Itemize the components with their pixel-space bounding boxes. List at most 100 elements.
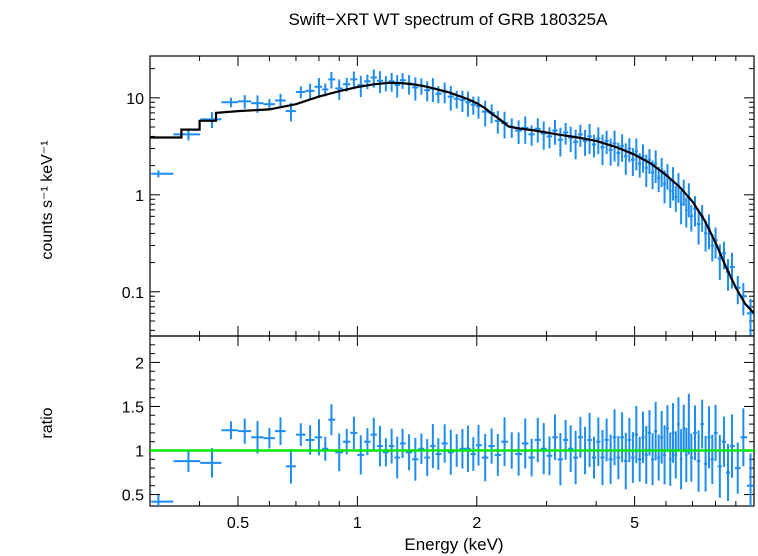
ratio-data-point bbox=[596, 417, 601, 466]
spectrum-ytick-label: 1 bbox=[135, 188, 144, 205]
ratio-data-point bbox=[730, 414, 735, 478]
ratio-ytick-label: 1.5 bbox=[122, 399, 144, 416]
spectrum-data-point bbox=[671, 167, 675, 201]
spectrum-data-point bbox=[399, 73, 406, 89]
ratio-data-point bbox=[671, 403, 675, 463]
spectrum-data-point bbox=[620, 134, 624, 162]
spectrum-data-point bbox=[679, 190, 683, 225]
ratio-data-point bbox=[534, 417, 541, 463]
ratio-data-point bbox=[725, 444, 731, 502]
ratio-data-point bbox=[634, 406, 639, 464]
ratio-data-point bbox=[494, 433, 502, 476]
ratio-data-point bbox=[687, 393, 691, 455]
ratio-data-point bbox=[600, 430, 605, 486]
ratio-data-point bbox=[746, 453, 754, 506]
spectrum-data-point bbox=[657, 166, 661, 193]
spectrum-data-point bbox=[295, 86, 306, 99]
ratio-data-point bbox=[528, 438, 535, 477]
ratio-data-point bbox=[200, 448, 222, 478]
ratio-ytick-label: 2 bbox=[135, 355, 144, 372]
ratio-data-point bbox=[696, 430, 701, 492]
ratio-data-point bbox=[717, 434, 722, 498]
spectrum-data-point bbox=[730, 252, 735, 289]
ratio-data-point bbox=[641, 411, 645, 463]
ratio-data-point bbox=[251, 421, 264, 454]
spectrum-data-point bbox=[687, 183, 691, 218]
ratio-data-point bbox=[657, 434, 661, 481]
ratio-data-point bbox=[470, 437, 476, 471]
ratio-data-point bbox=[418, 433, 425, 464]
ratio-data-point bbox=[435, 438, 442, 470]
ratio-data-point bbox=[573, 430, 579, 485]
ratio-data-point bbox=[274, 417, 286, 445]
x-tick-label: 0.5 bbox=[227, 515, 249, 532]
ratio-data-point bbox=[677, 397, 680, 451]
ratio-data-point bbox=[690, 433, 694, 482]
spectrum-data-point bbox=[591, 134, 597, 158]
ratio-data-point bbox=[682, 404, 686, 453]
spectrum-data-point bbox=[616, 142, 621, 167]
ratio-data-point bbox=[388, 428, 395, 464]
ratio-data-point bbox=[335, 433, 343, 472]
ratio-data-point bbox=[322, 436, 329, 461]
ratio-data-point bbox=[627, 417, 632, 463]
ratio-ytick-label: 1 bbox=[135, 444, 144, 461]
spectrum-data-point bbox=[552, 119, 558, 145]
spectrum-data-point bbox=[693, 196, 697, 227]
spectrum-data-point bbox=[430, 78, 436, 103]
spectrum-data-point bbox=[573, 129, 579, 160]
spectrum-data-point bbox=[563, 122, 569, 145]
ratio-data-point bbox=[638, 436, 642, 482]
spectrum-data-point bbox=[274, 93, 286, 109]
ratio-data-point bbox=[668, 432, 672, 486]
ratio-data-point bbox=[647, 410, 652, 456]
ratio-data-point bbox=[459, 428, 466, 469]
spectrum-data-point bbox=[685, 197, 688, 228]
ratio-data-point bbox=[481, 433, 489, 482]
ratio-data-point bbox=[237, 418, 252, 444]
spectrum-data-point bbox=[412, 77, 419, 101]
spectrum-data-point bbox=[515, 120, 522, 144]
spectrum-data-point bbox=[578, 124, 583, 147]
ratio-data-point bbox=[412, 437, 419, 481]
ratio-data-point bbox=[295, 423, 306, 446]
spectrum-data-point bbox=[376, 71, 383, 94]
spectrum-data-point bbox=[674, 185, 678, 212]
ratio-data-point bbox=[285, 449, 296, 484]
spectrum-data-point bbox=[221, 97, 238, 108]
spectrum-data-point bbox=[623, 143, 628, 175]
spectrum-data-point bbox=[696, 210, 701, 245]
ratio-data-point bbox=[552, 414, 558, 461]
ratio-data-point bbox=[399, 428, 406, 459]
spectrum-data-point bbox=[608, 138, 613, 166]
ratio-data-point bbox=[151, 494, 174, 506]
spectrum-data-point bbox=[568, 126, 574, 153]
ratio-data-point bbox=[350, 416, 358, 450]
spectrum-data-point bbox=[546, 127, 553, 149]
ratio-data-point bbox=[612, 409, 617, 466]
ratio-data-point bbox=[666, 405, 669, 452]
ratio-data-point bbox=[663, 425, 667, 485]
ratio-data-point bbox=[568, 425, 574, 473]
spectrum-data-point bbox=[305, 83, 315, 100]
spectrum-data-point bbox=[481, 100, 489, 127]
ratio-ytick-label: 0.5 bbox=[122, 488, 144, 505]
spectrum-data-point bbox=[453, 90, 460, 109]
ratio-data-point bbox=[713, 404, 718, 461]
spectrum-data-point bbox=[494, 110, 502, 134]
ratio-data-point bbox=[515, 432, 522, 476]
ratio-data-point bbox=[703, 435, 708, 492]
spectrum-data-point bbox=[447, 86, 454, 111]
x-axis-ticks: 0.5 1 2 5 bbox=[227, 515, 639, 532]
ratio-data-point bbox=[546, 436, 553, 476]
spectrum-data-point bbox=[627, 138, 632, 163]
model-line bbox=[150, 81, 755, 315]
x-tick-label: 1 bbox=[353, 515, 362, 532]
ratio-data-point bbox=[447, 429, 454, 475]
ratio-data-point bbox=[644, 425, 648, 484]
ratio-data-point bbox=[376, 425, 383, 467]
ratio-data-point bbox=[441, 424, 448, 463]
spectrum-data-point bbox=[690, 205, 694, 232]
spectrum-data-point bbox=[710, 234, 714, 262]
